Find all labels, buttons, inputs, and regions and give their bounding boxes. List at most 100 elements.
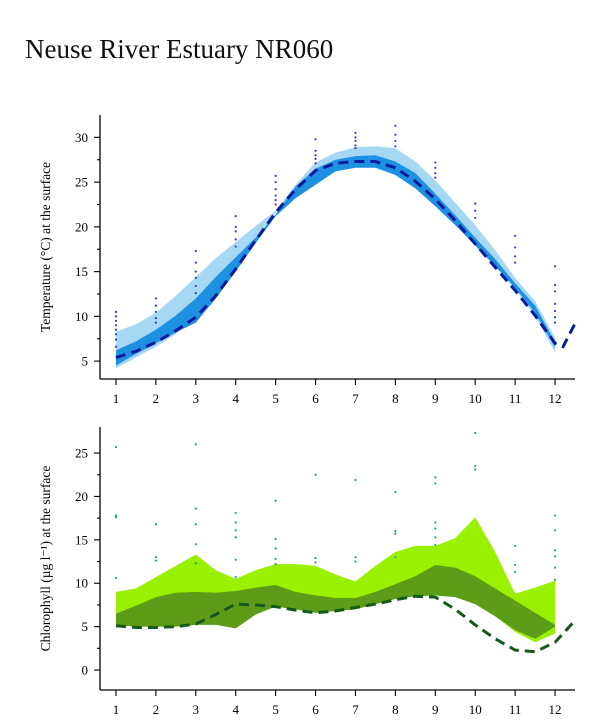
chl-data-point <box>194 523 197 526</box>
temp-data-point <box>154 297 157 300</box>
temp-data-point <box>514 246 517 249</box>
chl-data-point <box>434 482 437 485</box>
chl-data-point <box>194 507 197 510</box>
temp-x-tick-label: 8 <box>392 391 399 406</box>
temp-data-point <box>194 276 197 279</box>
chl-data-point <box>154 556 157 559</box>
temp-data-point <box>194 261 197 264</box>
temp-data-point <box>354 144 357 147</box>
temp-x-tick-label: 3 <box>193 391 200 406</box>
temp-data-point <box>274 188 277 191</box>
temp-data-point <box>434 176 437 179</box>
chl-x-tick-label: 5 <box>272 702 279 717</box>
chl-data-point <box>234 558 237 561</box>
chl-data-point <box>194 562 197 565</box>
temp-data-point <box>194 291 197 295</box>
temp-data-point <box>274 198 277 202</box>
temp-data-point <box>194 249 197 253</box>
temp-data-point <box>434 166 437 169</box>
temp-y-tick-label: 5 <box>82 354 89 369</box>
page-title: Neuse River Estuary NR060 <box>25 34 334 64</box>
chl-data-point <box>274 499 277 502</box>
temp-data-point <box>194 270 197 273</box>
chl-x-tick-label: 4 <box>232 702 239 717</box>
temp-data-point <box>553 302 557 305</box>
chl-data-point <box>434 527 437 530</box>
chl-data-point <box>154 559 157 562</box>
chl-y-tick-label: 15 <box>75 532 88 547</box>
temp-data-point <box>274 203 277 206</box>
chl-data-point <box>553 549 557 552</box>
temp-data-point <box>314 138 317 141</box>
temp-x-tick-label: 11 <box>509 391 522 406</box>
chl-data-point <box>154 523 157 526</box>
temp-data-point <box>354 136 357 139</box>
chl-data-point <box>553 555 557 558</box>
temp-data-point <box>553 321 557 324</box>
chl-data-point <box>553 566 557 569</box>
chl-data-point <box>553 529 557 532</box>
temp-data-point <box>314 149 317 152</box>
chl-data-point <box>314 556 317 560</box>
chl-data-point <box>514 563 517 567</box>
temp-outer-band <box>115 146 556 369</box>
temp-data-point <box>354 147 357 150</box>
temp-mean-line <box>115 160 577 359</box>
temp-x-tick-label: 1 <box>113 391 120 406</box>
temp-data-point <box>234 225 237 228</box>
chl-y-tick-label: 20 <box>75 489 88 504</box>
temp-inner-band <box>115 155 556 366</box>
chl-data-point <box>274 557 277 561</box>
chl-data-point <box>553 514 557 517</box>
chl-y-tick-label: 10 <box>75 576 88 591</box>
chl-inner-band <box>115 565 556 639</box>
temp-data-point <box>154 310 157 313</box>
chl-data-point <box>274 563 277 566</box>
chl-data-point <box>434 521 437 524</box>
temp-y-tick-label: 15 <box>75 264 88 279</box>
temp-data-point <box>553 265 557 268</box>
chl-data-point <box>114 445 118 449</box>
chl-x-tick-label: 12 <box>549 702 562 717</box>
temp-data-point <box>434 172 437 175</box>
chl-data-point <box>114 576 118 580</box>
temp-x-tick-label: 5 <box>272 391 279 406</box>
chl-x-tick-label: 10 <box>469 702 482 717</box>
temp-data-point <box>114 345 118 348</box>
chl-mean-line <box>115 594 577 654</box>
chl-data-point <box>354 560 357 563</box>
chl-x-tick-label: 6 <box>312 702 319 717</box>
chl-data-point <box>114 516 118 519</box>
temp-data-point <box>394 124 397 127</box>
temp-data-point <box>553 290 557 293</box>
temp-data-point <box>553 283 557 287</box>
temp-data-point <box>314 154 317 157</box>
temp-data-point <box>514 261 517 264</box>
temp-data-point <box>154 321 157 324</box>
chl-y-axis-label: Chlorophyll (µg l⁻¹) at the surface <box>38 466 53 652</box>
temp-data-point <box>114 333 118 336</box>
chl-data-point <box>354 478 357 482</box>
chl-data-point <box>194 443 197 446</box>
chl-x-tick-label: 7 <box>352 702 359 717</box>
temp-data-point <box>154 304 157 307</box>
temp-data-point <box>514 255 517 258</box>
temp-x-tick-label: 12 <box>549 391 562 406</box>
chl-data-point <box>434 536 437 539</box>
chl-data-point <box>514 544 517 548</box>
chl-data-point <box>234 536 237 539</box>
temp-data-point <box>114 338 118 341</box>
temp-data-point <box>234 215 237 218</box>
temp-data-point <box>114 315 118 318</box>
temp-data-point <box>234 238 237 241</box>
chl-x-tick-label: 9 <box>432 702 439 717</box>
temp-data-point <box>154 317 157 320</box>
chl-data-point <box>394 532 397 535</box>
chl-data-point <box>474 468 477 471</box>
chl-data-point <box>394 556 397 559</box>
temp-y-axis-label: Temperature (°C) at the surface <box>38 162 53 332</box>
chl-y-tick-label: 25 <box>75 446 88 461</box>
temp-data-point <box>553 316 557 319</box>
temp-x-tick-label: 9 <box>432 391 439 406</box>
